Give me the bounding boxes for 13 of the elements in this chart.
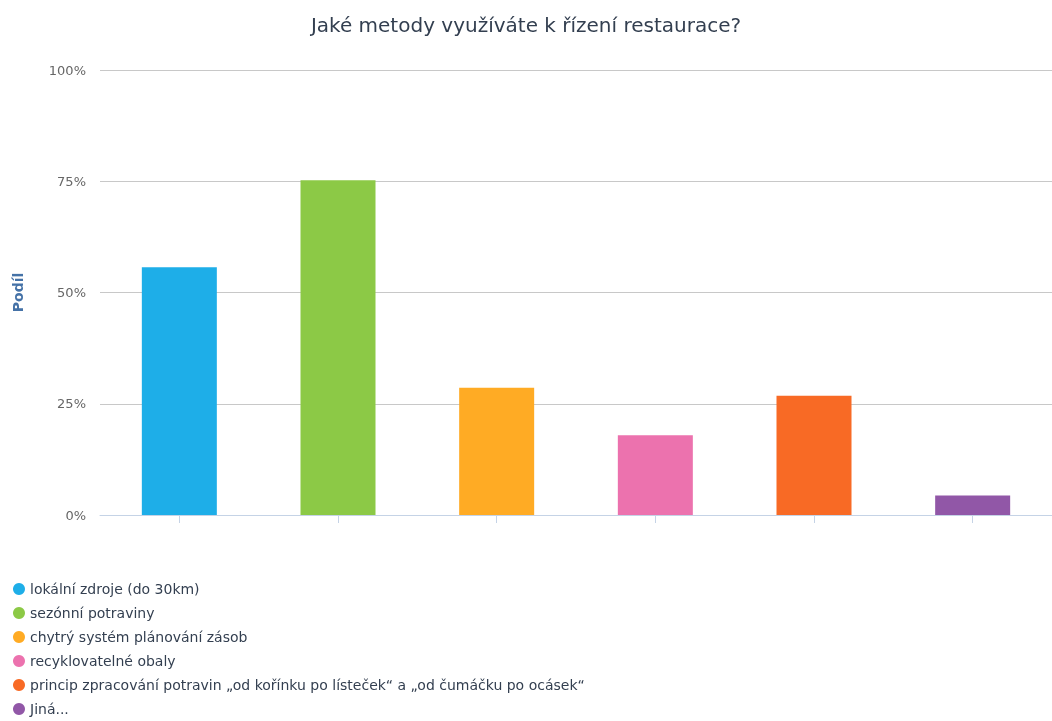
y-tick-label: 100% [48, 62, 86, 78]
y-tick-label: 25% [57, 396, 86, 412]
y-tick-label: 50% [57, 285, 86, 300]
legend-label: princip zpracování potravin „od kořínku po lísteček“ a „od čumáčku po ocásek“ [30, 677, 585, 693]
legend-label: sezónní potraviny [30, 605, 155, 621]
legend-label: Jiná... [29, 701, 69, 717]
y-tick-label: 0% [65, 507, 86, 523]
legend-label: lokální zdroje (do 30km) [30, 581, 200, 597]
chart-title: Jaké metody využíváte k řízení restaurace? [308, 13, 742, 37]
legend-label: chytrý systém plánování zásob [30, 629, 248, 645]
y-axis-title: Podíl [10, 272, 26, 313]
legend-label: recyklovatelné obaly [30, 653, 176, 669]
y-tick-label: 75% [57, 173, 86, 189]
